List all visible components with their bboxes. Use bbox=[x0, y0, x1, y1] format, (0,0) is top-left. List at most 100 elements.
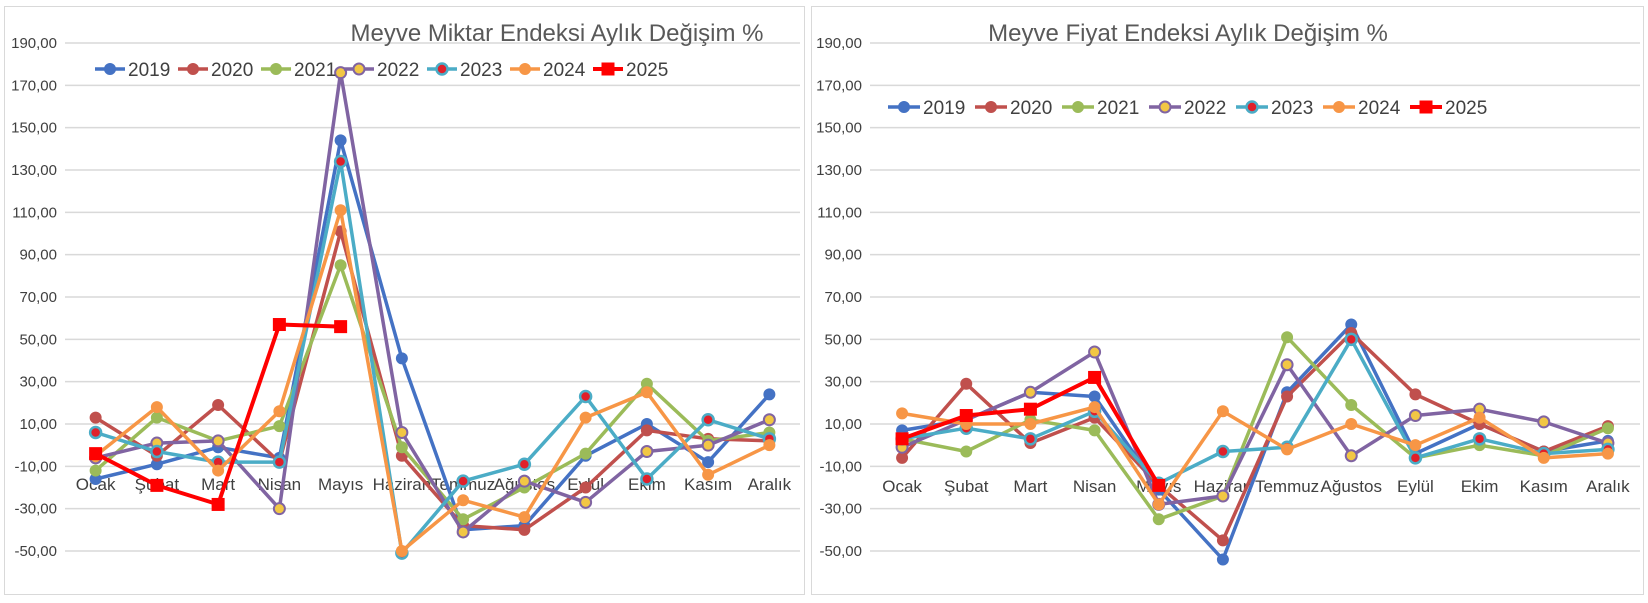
y-tick-label: 130,00 bbox=[816, 162, 862, 179]
data-point bbox=[701, 438, 715, 452]
legend-swatch-marker bbox=[1158, 100, 1172, 114]
data-point bbox=[1088, 401, 1101, 414]
legend-item: 2021 bbox=[1062, 98, 1139, 119]
y-axis-ticks: -50,00 -30,00 -10,00 10,00 30,00 50,00 70,00 90… bbox=[816, 35, 862, 560]
x-tick-label: Nisan bbox=[258, 475, 301, 494]
data-point bbox=[1152, 513, 1165, 526]
series-2019 bbox=[896, 318, 1614, 566]
data-point bbox=[1281, 390, 1294, 403]
legend-label: 2022 bbox=[377, 60, 419, 81]
legend-label: 2024 bbox=[543, 60, 586, 81]
data-point bbox=[395, 425, 409, 439]
data-point bbox=[896, 407, 909, 420]
y-tick-label: 10,00 bbox=[824, 416, 862, 433]
data-point bbox=[518, 523, 531, 536]
data-point bbox=[457, 494, 470, 507]
data-point bbox=[273, 420, 286, 433]
data-point bbox=[1216, 553, 1229, 566]
data-point bbox=[334, 320, 348, 334]
legend-item: 2020 bbox=[975, 98, 1052, 119]
data-point bbox=[150, 478, 164, 492]
chart-title: Meyve Miktar Endeksi Aylık Değişim % bbox=[350, 20, 763, 47]
data-point bbox=[763, 439, 776, 452]
data-point bbox=[1023, 432, 1038, 446]
data-point bbox=[212, 398, 225, 411]
data-point bbox=[1088, 424, 1101, 437]
legend-label: 2024 bbox=[1358, 98, 1401, 119]
quantity-index-chart: -50,00 -30,00 -10,00 10,00 30,00 50,00 70,00 90… bbox=[11, 20, 800, 560]
y-tick-label: 190,00 bbox=[816, 35, 862, 52]
data-point bbox=[211, 497, 225, 511]
y-tick-label: 50,00 bbox=[19, 331, 57, 348]
x-tick-label: Eylül bbox=[1397, 477, 1434, 496]
legend-item: 2020 bbox=[178, 60, 253, 81]
y-tick-label: 70,00 bbox=[824, 289, 862, 306]
data-point bbox=[579, 495, 593, 509]
data-point bbox=[1281, 443, 1294, 456]
data-point bbox=[960, 377, 973, 390]
y-tick-label: -30,00 bbox=[819, 501, 862, 518]
price-index-chart: -50,00 -30,00 -10,00 10,00 30,00 50,00 70,00 90… bbox=[816, 20, 1640, 566]
data-point bbox=[457, 513, 470, 526]
data-point bbox=[578, 389, 593, 404]
legend-swatch-marker bbox=[519, 63, 531, 75]
data-point bbox=[1408, 451, 1423, 465]
y-tick-label: 30,00 bbox=[824, 374, 862, 391]
legend-swatch-marker bbox=[1072, 101, 1084, 113]
data-point bbox=[640, 445, 654, 459]
y-tick-label: -10,00 bbox=[14, 458, 57, 475]
x-tick-label: Mart bbox=[1013, 477, 1047, 496]
data-point bbox=[517, 457, 532, 471]
legend-label: 2025 bbox=[1445, 98, 1487, 119]
data-point bbox=[896, 451, 909, 464]
data-point bbox=[1088, 390, 1101, 403]
legend-swatch-marker bbox=[985, 101, 997, 113]
data-point bbox=[272, 318, 286, 332]
y-tick-label: 10,00 bbox=[19, 416, 57, 433]
data-point bbox=[89, 447, 103, 461]
legend-item: 2025 bbox=[1410, 98, 1487, 119]
price-index-chart-panel: -50,00 -30,00 -10,00 10,00 30,00 50,00 70,00 90… bbox=[811, 6, 1644, 595]
data-point bbox=[273, 405, 286, 418]
legend-item: 2023 bbox=[1236, 98, 1313, 119]
data-point bbox=[701, 413, 715, 427]
x-tick-label: Aralık bbox=[1586, 477, 1630, 496]
series-2020 bbox=[896, 326, 1614, 547]
data-point bbox=[1601, 422, 1614, 435]
data-point bbox=[272, 455, 287, 469]
x-tick-label: Mayıs bbox=[318, 475, 363, 494]
series-2020 bbox=[89, 225, 776, 536]
data-point bbox=[1216, 405, 1229, 418]
data-point bbox=[1088, 345, 1102, 359]
gridlines bbox=[870, 42, 1640, 552]
data-point bbox=[1409, 439, 1422, 452]
data-point bbox=[895, 432, 909, 446]
data-point bbox=[579, 481, 592, 494]
x-tick-label: Şubat bbox=[944, 477, 989, 496]
quantity-index-chart-panel: -50,00 -30,00 -10,00 10,00 30,00 50,00 70,00 90… bbox=[4, 6, 805, 595]
legend: 2019 2020 2021 2022 2023 2024 2025 bbox=[888, 98, 1487, 119]
y-tick-label: 50,00 bbox=[824, 331, 862, 348]
data-point bbox=[959, 409, 973, 423]
data-point bbox=[1281, 331, 1294, 344]
legend-item: 2023 bbox=[427, 60, 502, 81]
data-point bbox=[211, 434, 225, 448]
data-point bbox=[212, 464, 225, 477]
data-point bbox=[1472, 432, 1487, 446]
data-point bbox=[1408, 409, 1422, 423]
legend-swatch-marker bbox=[187, 63, 199, 75]
data-point bbox=[456, 474, 470, 488]
data-point bbox=[395, 545, 408, 557]
legend-swatch-marker bbox=[1333, 101, 1345, 113]
legend-item: 2025 bbox=[593, 60, 668, 81]
legend-swatch-marker bbox=[104, 63, 116, 75]
legend-swatch-marker bbox=[1419, 100, 1433, 114]
legend-swatch-marker bbox=[435, 62, 449, 76]
y-tick-label: 90,00 bbox=[824, 247, 862, 264]
data-point bbox=[334, 134, 347, 147]
series-2022 bbox=[89, 66, 776, 539]
legend-label: 2021 bbox=[1097, 98, 1139, 119]
series-line bbox=[900, 322, 1610, 562]
x-tick-label: Ocak bbox=[882, 477, 922, 496]
data-point bbox=[334, 204, 347, 217]
